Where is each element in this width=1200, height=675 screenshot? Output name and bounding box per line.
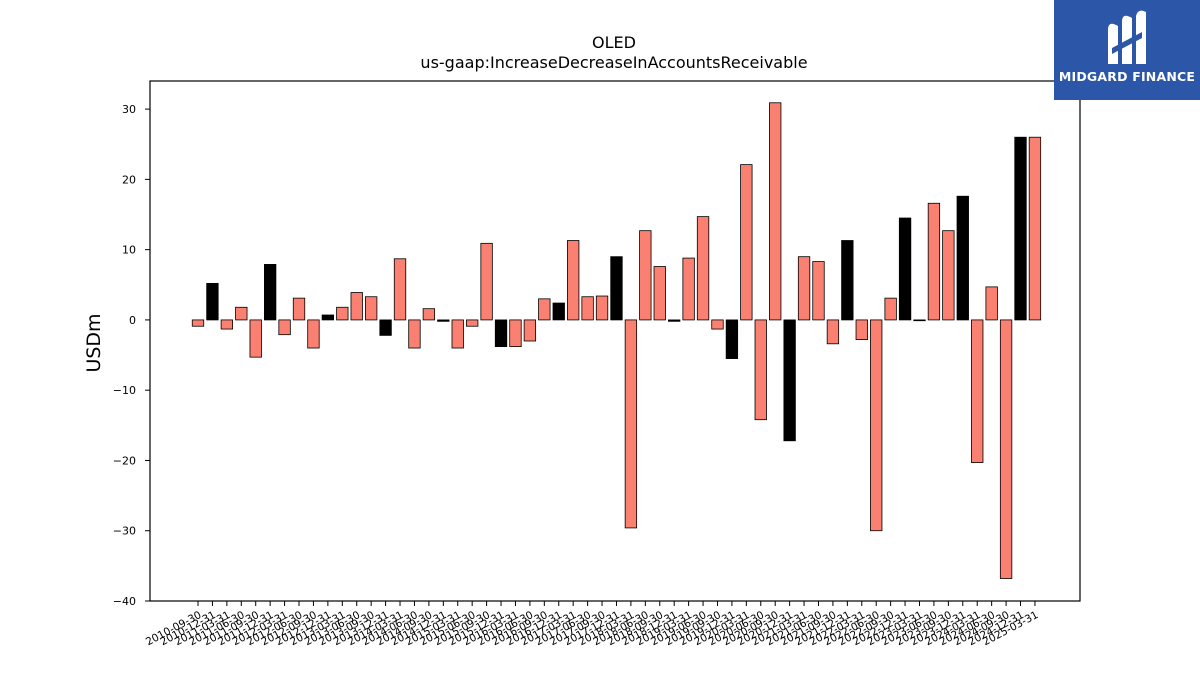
bar: [408, 319, 421, 349]
bar: [711, 319, 724, 330]
bar: [235, 306, 248, 321]
bar: [538, 298, 551, 321]
bar: [292, 297, 306, 321]
bar: [321, 314, 335, 321]
bar: [1028, 136, 1042, 321]
bar: [567, 240, 580, 321]
bar: [437, 319, 450, 322]
bar: [249, 319, 262, 358]
bar: [480, 242, 493, 321]
bar: [581, 296, 594, 321]
bar: [769, 102, 782, 321]
bar: [812, 261, 825, 321]
bar: [494, 319, 508, 348]
y-tick-label: −10: [113, 384, 136, 397]
bar: [393, 258, 407, 321]
bar: [278, 319, 291, 336]
y-tick-label: 0: [129, 314, 136, 327]
bar: [956, 195, 969, 321]
bar: [307, 319, 320, 349]
bar: [336, 306, 349, 321]
bar: [740, 164, 753, 321]
bar: [985, 286, 998, 321]
plot-frame: [149, 80, 1081, 602]
bar: [826, 319, 840, 345]
bar: [898, 217, 912, 321]
bar: [725, 319, 739, 359]
bar: [841, 240, 854, 321]
bar: [191, 319, 205, 327]
bar: [1014, 136, 1027, 321]
bar: [263, 264, 277, 321]
bar: [595, 295, 609, 321]
bar: [913, 319, 926, 322]
bar: [942, 230, 955, 321]
y-tick-label: 20: [122, 173, 136, 186]
bar: [668, 319, 681, 322]
bar: [523, 319, 537, 342]
bar: [682, 257, 695, 321]
bar: [422, 308, 436, 321]
midgard-m-logo-icon: [1108, 10, 1146, 65]
bar: [624, 319, 638, 529]
bar: [610, 256, 623, 321]
bar: [870, 319, 883, 532]
brand-logo: MIDGARD FINANCE: [1054, 0, 1200, 100]
y-axis: −40 −30 −20 −10 0 10 20 30: [113, 103, 150, 608]
bar: [466, 319, 479, 327]
bar: [927, 202, 941, 321]
bar: [971, 319, 984, 463]
y-tick-label: −40: [113, 595, 136, 608]
bar: [206, 282, 219, 321]
bar: [451, 319, 464, 349]
bar: [797, 256, 811, 321]
bar: [365, 296, 378, 321]
bar: [220, 319, 234, 330]
y-tick-label: −30: [113, 525, 136, 538]
bar: [509, 319, 522, 348]
brand-name: MIDGARD FINANCE: [1058, 69, 1196, 84]
y-tick-label: 10: [122, 244, 136, 257]
x-axis: 2010-09-302010-12-312011-03-312011-06-30…: [144, 601, 1040, 648]
y-tick-label: −20: [113, 454, 136, 467]
chart-title: OLED: [592, 33, 636, 52]
bar: [639, 230, 652, 321]
bar: [884, 297, 897, 321]
bar-series: [191, 102, 1042, 579]
bar: [379, 319, 392, 336]
bar: [350, 292, 363, 321]
y-axis-label: USDm: [83, 313, 105, 372]
bar: [552, 302, 565, 321]
y-tick-label: 30: [122, 103, 136, 116]
bar: [754, 319, 767, 421]
chart-subtitle: us-gaap:IncreaseDecreaseInAccountsReceiv…: [420, 53, 807, 72]
bar: [653, 266, 666, 321]
bar: [696, 216, 710, 321]
bar: [783, 319, 796, 442]
bar: [999, 319, 1013, 579]
bar: [855, 319, 868, 341]
